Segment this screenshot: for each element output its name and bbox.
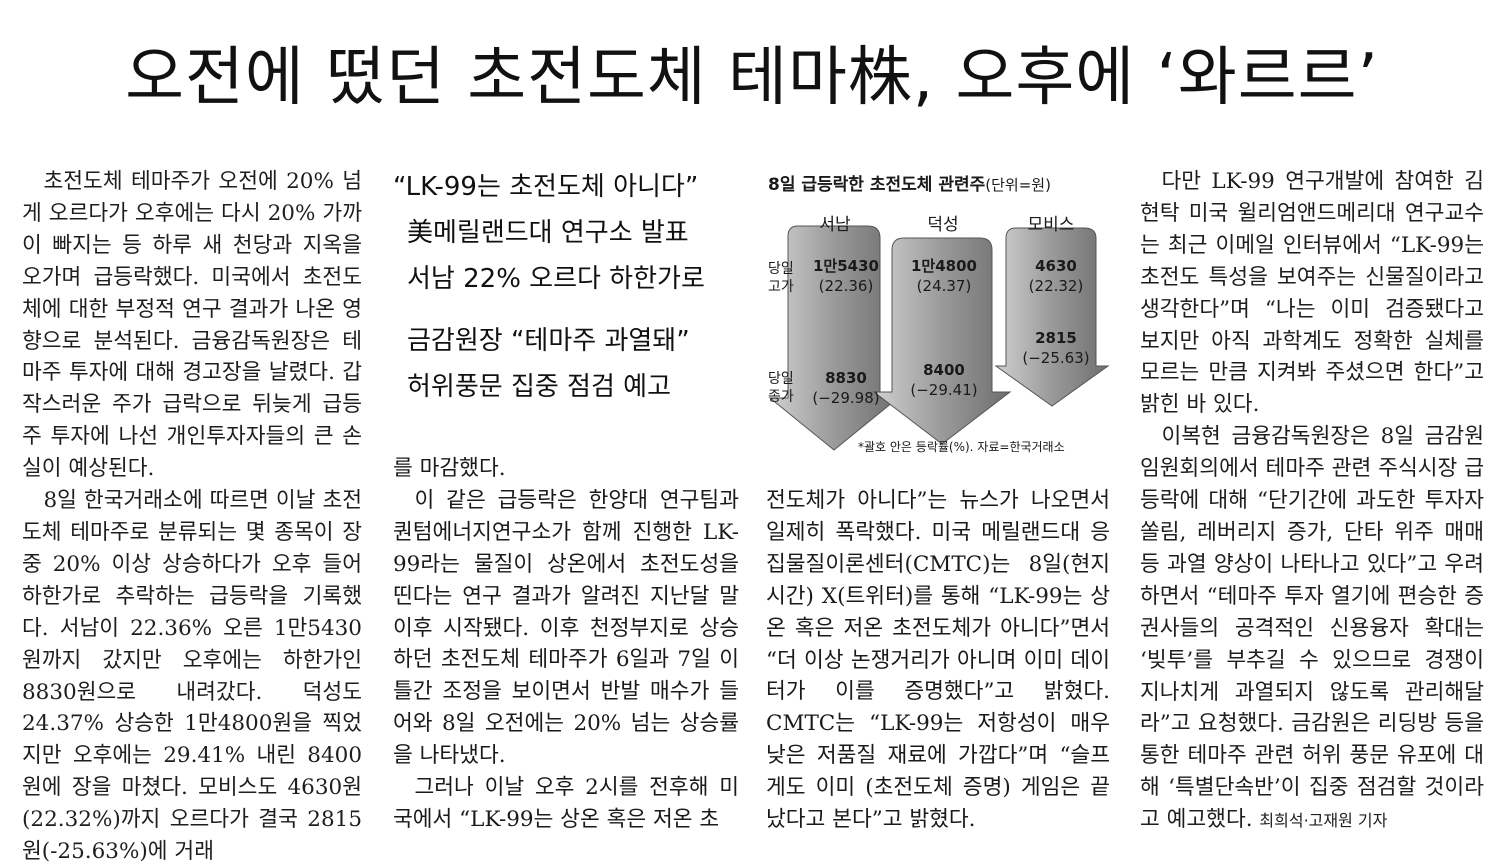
article-column-1: 초전도체 테마주가 오전에 20% 넘게 오르다가 오후에는 다시 20% 가까…: [22, 166, 362, 868]
subhead: 美메릴랜드대 연구소 발표: [407, 218, 689, 248]
paragraph: 이 같은 급등락은 한양대 연구팀과 퀀텀에너지연구소가 함께 진행한 LK-9…: [393, 487, 739, 769]
paragraph: 초전도체 테마주가 오전에 20% 넘게 오르다가 오후에는 다시 20% 가까…: [22, 169, 362, 482]
infographic-note: *괄호 안은 등락률(%). 자료=한국거래소: [858, 440, 1065, 454]
high-value: 4630 (22.32): [1028, 257, 1084, 295]
paragraph: 그러나 이날 오후 2시를 전후해 미국에서 “LK-99는 상온 혹은 저온 …: [393, 775, 739, 832]
high-value: 1만5430 (22.36): [813, 257, 879, 295]
paragraph: 다만 LK-99 연구개발에 참여한 김현탁 미국 윌리엄앤드메리대 연구교수는…: [1140, 169, 1484, 418]
subheads: “LK-99는 초전도체 아니다” 美메릴랜드대 연구소 발표 서남 22% 오…: [393, 164, 739, 410]
article-column-2: 를 마감했다. 이 같은 급등락은 한양대 연구팀과 퀀텀에너지연구소가 함께 …: [393, 453, 739, 836]
row-label-close: 당일 종가: [768, 371, 794, 405]
stock-name: 서남: [819, 215, 851, 235]
close-value: 8830 (−29.98): [812, 369, 880, 407]
arrow-graphic: [768, 225, 1110, 451]
stock-name: 모비스: [1027, 215, 1075, 235]
paragraph: 전도체가 아니다”는 뉴스가 나오면서 일제히 폭락했다. 미국 메릴랜드대 응…: [766, 488, 1110, 833]
paragraph: 8일 한국거래소에 따르면 이날 초전도체 테마주로 분류되는 몇 종목이 장중…: [22, 488, 362, 865]
down-arrow-mobis: [994, 227, 1110, 407]
headline: 오전에 떴던 초전도체 테마株, 오후에 ‘와르르’: [125, 41, 1379, 115]
close-value: 2815 (−25.63): [1022, 329, 1090, 367]
article-column-4: 다만 LK-99 연구개발에 참여한 김현탁 미국 윌리엄앤드메리대 연구교수는…: [1140, 166, 1484, 837]
row-label-high: 당일 고가: [768, 261, 794, 295]
subhead: 서남 22% 오르다 하한가로: [407, 264, 705, 294]
paragraph: 이복현 금융감독원장은 8일 금감원 임원회의에서 테마주 관련 주식시장 급등…: [1140, 424, 1484, 833]
article-column-3: 전도체가 아니다”는 뉴스가 나오면서 일제히 폭락했다. 미국 메릴랜드대 응…: [766, 485, 1110, 836]
stock-name: 덕성: [927, 215, 959, 235]
high-value: 1만4800 (24.37): [911, 257, 977, 295]
subhead: “LK-99는 초전도체 아니다”: [393, 172, 699, 202]
byline: 최희석·고재원 기자: [1259, 811, 1388, 831]
paragraph: 를 마감했다.: [393, 456, 506, 481]
subhead: 허위풍문 집중 점검 예고: [407, 372, 671, 402]
stock-infographic: 8일 급등락한 초전도체 관련주(단위=원) 서남 덕성 모비스 당일 고가 당…: [752, 170, 1122, 460]
subhead: 금감원장 “테마주 과열돼”: [407, 326, 690, 356]
close-value: 8400 (−29.41): [910, 361, 978, 399]
infographic-title: 8일 급등락한 초전도체 관련주(단위=원): [768, 175, 1051, 195]
down-arrow-deokseong: [872, 237, 1012, 445]
